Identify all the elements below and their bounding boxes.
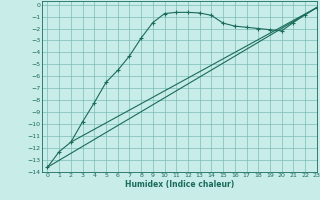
X-axis label: Humidex (Indice chaleur): Humidex (Indice chaleur) <box>124 180 234 189</box>
